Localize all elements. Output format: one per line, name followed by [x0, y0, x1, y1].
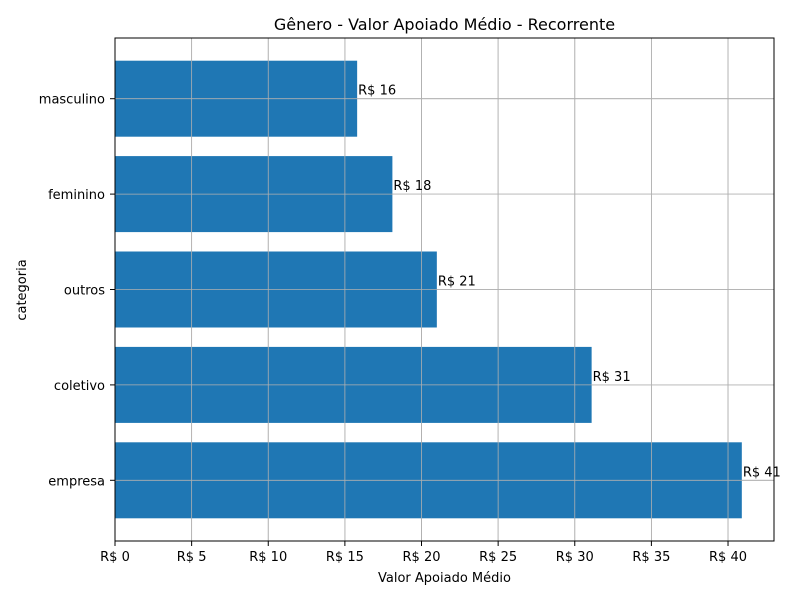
- data-label: R$ 41: [743, 465, 781, 480]
- data-label: R$ 21: [438, 275, 476, 290]
- data-label: R$ 16: [358, 84, 396, 99]
- x-tick-label: R$ 25: [479, 550, 517, 565]
- y-tick-label: feminino: [48, 188, 105, 203]
- x-tick-label: R$ 0: [100, 550, 130, 565]
- axis-layer: R$ 0 R$ 5 R$ 10 R$ 15 R$ 20 R$ 25 R$ 30 R$ 35 R$…: [39, 37, 775, 565]
- x-tick-label: R$ 10: [249, 550, 287, 565]
- x-tick-label: R$ 40: [709, 550, 747, 565]
- x-tick-label: R$ 35: [632, 550, 670, 565]
- data-label-layer: R$ 16 R$ 18 R$ 21 R$ 31 R$ 41: [114, 38, 781, 541]
- x-tick-label: R$ 15: [326, 550, 364, 565]
- data-label: R$ 31: [593, 370, 631, 385]
- y-tick-label: empresa: [48, 474, 105, 489]
- chart-title: Gênero - Valor Apoiado Médio - Recorrent…: [274, 15, 615, 34]
- y-tick-label: masculino: [39, 93, 105, 108]
- x-tick-label: R$ 5: [177, 550, 207, 565]
- y-tick-label: coletivo: [54, 379, 105, 394]
- x-tick-label: R$ 20: [403, 550, 441, 565]
- y-axis-label: categoria: [15, 259, 30, 320]
- y-tick-label: outros: [64, 284, 105, 299]
- x-axis-label: Valor Apoiado Médio: [378, 571, 511, 586]
- data-label: R$ 18: [393, 179, 431, 194]
- x-tick-label: R$ 30: [556, 550, 594, 565]
